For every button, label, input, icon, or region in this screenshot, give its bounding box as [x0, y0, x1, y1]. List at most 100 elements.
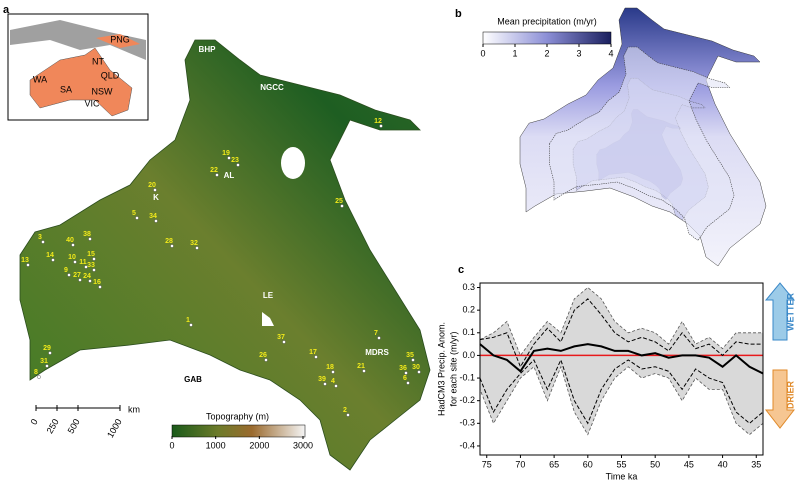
site-label: 6: [403, 375, 407, 382]
colorbar-tick-label: 3000: [293, 440, 313, 450]
site-label: 11: [79, 259, 87, 266]
site-label: 14: [46, 252, 54, 259]
y-tick-label: 0.0: [462, 350, 475, 360]
region-label: GAB: [184, 375, 202, 384]
site-label: 1: [186, 317, 190, 324]
region-label: NGCC: [260, 83, 284, 92]
site-label: 32: [190, 240, 198, 247]
site-marker: [379, 124, 383, 128]
site-marker: [88, 237, 92, 241]
colorbar-tick-label: 0: [169, 440, 174, 450]
colorbar-tick-label: 0: [480, 48, 485, 58]
site-label: 22: [210, 167, 218, 174]
panel-label: b: [455, 8, 462, 20]
site-label: 34: [149, 213, 157, 220]
site-marker: [406, 381, 410, 385]
site-marker: [135, 216, 139, 220]
precip-contour: [549, 46, 735, 241]
y-axis-label: HadCM3 Precip. Anom.: [436, 322, 446, 416]
site-label: 25: [335, 198, 343, 205]
site-label: 36: [399, 365, 407, 372]
colorbar-tick-label: 1000: [206, 440, 226, 450]
panel-label: a: [3, 4, 10, 16]
site-marker: [189, 323, 193, 327]
site-marker: [404, 371, 408, 375]
site-marker: [236, 163, 240, 167]
site-label: 5: [132, 210, 136, 217]
site-marker: [195, 246, 199, 250]
site-marker: [88, 279, 92, 283]
series-line: [479, 343, 764, 375]
site-marker: [78, 278, 82, 282]
site-label: 17: [309, 349, 317, 356]
site-marker: [340, 204, 344, 208]
site-label: 27: [73, 272, 81, 279]
site-marker: [51, 258, 55, 262]
topography-colorbar: [171, 424, 306, 438]
region-label: LE: [263, 291, 274, 300]
site-marker: [84, 265, 88, 269]
colorbar-title: Mean precipitation (m/yr): [497, 16, 597, 26]
x-tick-label: 35: [751, 459, 761, 469]
site-label: 35: [406, 352, 414, 359]
site-label: 15: [87, 251, 95, 258]
inset-png: [96, 34, 140, 48]
site-label: 26: [259, 352, 267, 359]
site-marker: [417, 370, 421, 374]
y-tick-label: 0.1: [462, 327, 475, 337]
site-marker: [282, 340, 286, 344]
y-tick-label: -0.1: [459, 372, 475, 382]
x-tick-label: 45: [684, 459, 694, 469]
inset-asia: [10, 20, 146, 60]
inset-label: SA: [60, 84, 72, 94]
site-label: 30: [412, 364, 420, 371]
site-marker: [67, 273, 71, 277]
site-marker: [26, 263, 30, 267]
site-marker: [411, 358, 415, 362]
site-label: 24: [83, 273, 91, 280]
drier-arrow: [764, 369, 796, 429]
region-label: MDRS: [365, 348, 389, 357]
inset-label: PNG: [110, 34, 130, 44]
site-label: 2: [343, 407, 347, 414]
x-tick-label: 75: [482, 459, 492, 469]
inset-label: WA: [33, 74, 47, 84]
wetter-label: WETTER: [785, 293, 795, 331]
y-tick-label: -0.4: [459, 440, 475, 450]
site-label: 8: [34, 369, 38, 376]
site-label: 38: [83, 231, 91, 238]
site-marker: [215, 173, 219, 177]
lake: [281, 147, 305, 179]
site-label: 23: [231, 157, 239, 164]
site-label: 10: [68, 254, 76, 261]
region-label: AL: [224, 171, 235, 180]
y-tick-label: 0.3: [462, 282, 475, 292]
precip-colorbar: [482, 31, 612, 45]
scale-tick-label: 250: [45, 417, 61, 435]
site-marker: [170, 244, 174, 248]
site-label: 7: [374, 330, 378, 337]
site-label: 31: [40, 358, 48, 365]
x-tick-label: 50: [650, 459, 660, 469]
colorbar-tick-label: 3: [576, 48, 581, 58]
site-marker: [92, 257, 96, 261]
inset-label: NSW: [92, 86, 114, 96]
site-marker: [314, 355, 318, 359]
site-marker: [346, 413, 350, 417]
y-tick-label: 0.2: [462, 305, 475, 315]
site-label: 21: [357, 363, 365, 370]
site-marker: [153, 188, 157, 192]
inset-label: VIC: [84, 98, 100, 108]
site-marker: [73, 260, 77, 264]
site-marker: [41, 240, 45, 244]
x-tick-label: 60: [583, 459, 593, 469]
scale-tick-label: 0: [29, 417, 40, 426]
site-label: 28: [165, 238, 173, 245]
panel-label: c: [458, 264, 464, 276]
wetter-arrow: [764, 282, 796, 341]
lake: [262, 312, 274, 326]
envelope: [479, 287, 764, 436]
region-label: LC: [288, 160, 299, 169]
site-label: 12: [374, 118, 382, 125]
